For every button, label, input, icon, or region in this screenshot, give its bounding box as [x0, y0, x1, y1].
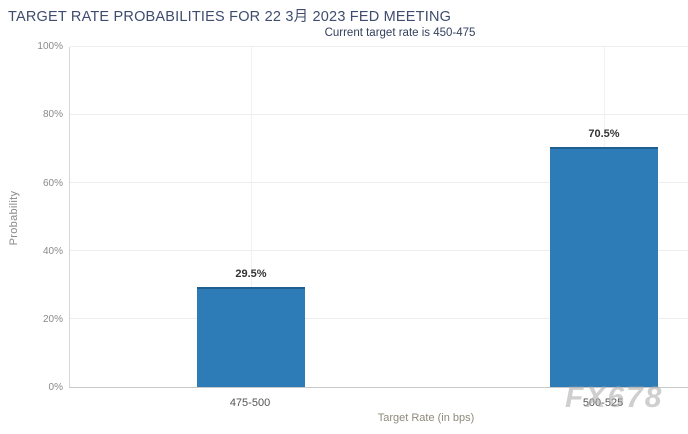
- category-gridline: [251, 47, 252, 387]
- y-tick-label: 100%: [37, 41, 63, 52]
- plot-area: 29.5% 70.5%: [69, 46, 688, 388]
- gridline: [70, 46, 688, 47]
- chart-title: TARGET RATE PROBABILITIES FOR 22 3月 2023…: [8, 9, 452, 25]
- category-label-475-500: 475-500: [229, 397, 271, 409]
- fx678-watermark: FX678: [565, 381, 664, 414]
- bar-group-475-500: 29.5%: [197, 47, 305, 387]
- y-axis-title: Probability: [8, 190, 20, 246]
- y-tick-label: 20%: [42, 314, 63, 325]
- chart-subtitle: Current target rate is 450-475: [324, 27, 476, 39]
- y-tick-label: 80%: [42, 109, 63, 120]
- gridline: [70, 182, 688, 183]
- bar-group-500-525: 70.5%: [550, 47, 658, 387]
- bar-value-label: 70.5%: [588, 128, 620, 141]
- bar-475-500[interactable]: [197, 286, 305, 387]
- y-tick-label: 40%: [42, 246, 63, 257]
- y-tick-label: 0%: [48, 382, 63, 393]
- x-axis-title: Target Rate (in bps): [377, 412, 475, 424]
- gridline: [70, 114, 688, 115]
- category-label-500-525: 500-525: [582, 397, 624, 409]
- bar-value-label: 29.5%: [235, 267, 267, 280]
- y-tick-label: 60%: [42, 177, 63, 189]
- gridline: [70, 318, 688, 319]
- gridline: [70, 250, 688, 251]
- bar-500-525[interactable]: [550, 147, 658, 387]
